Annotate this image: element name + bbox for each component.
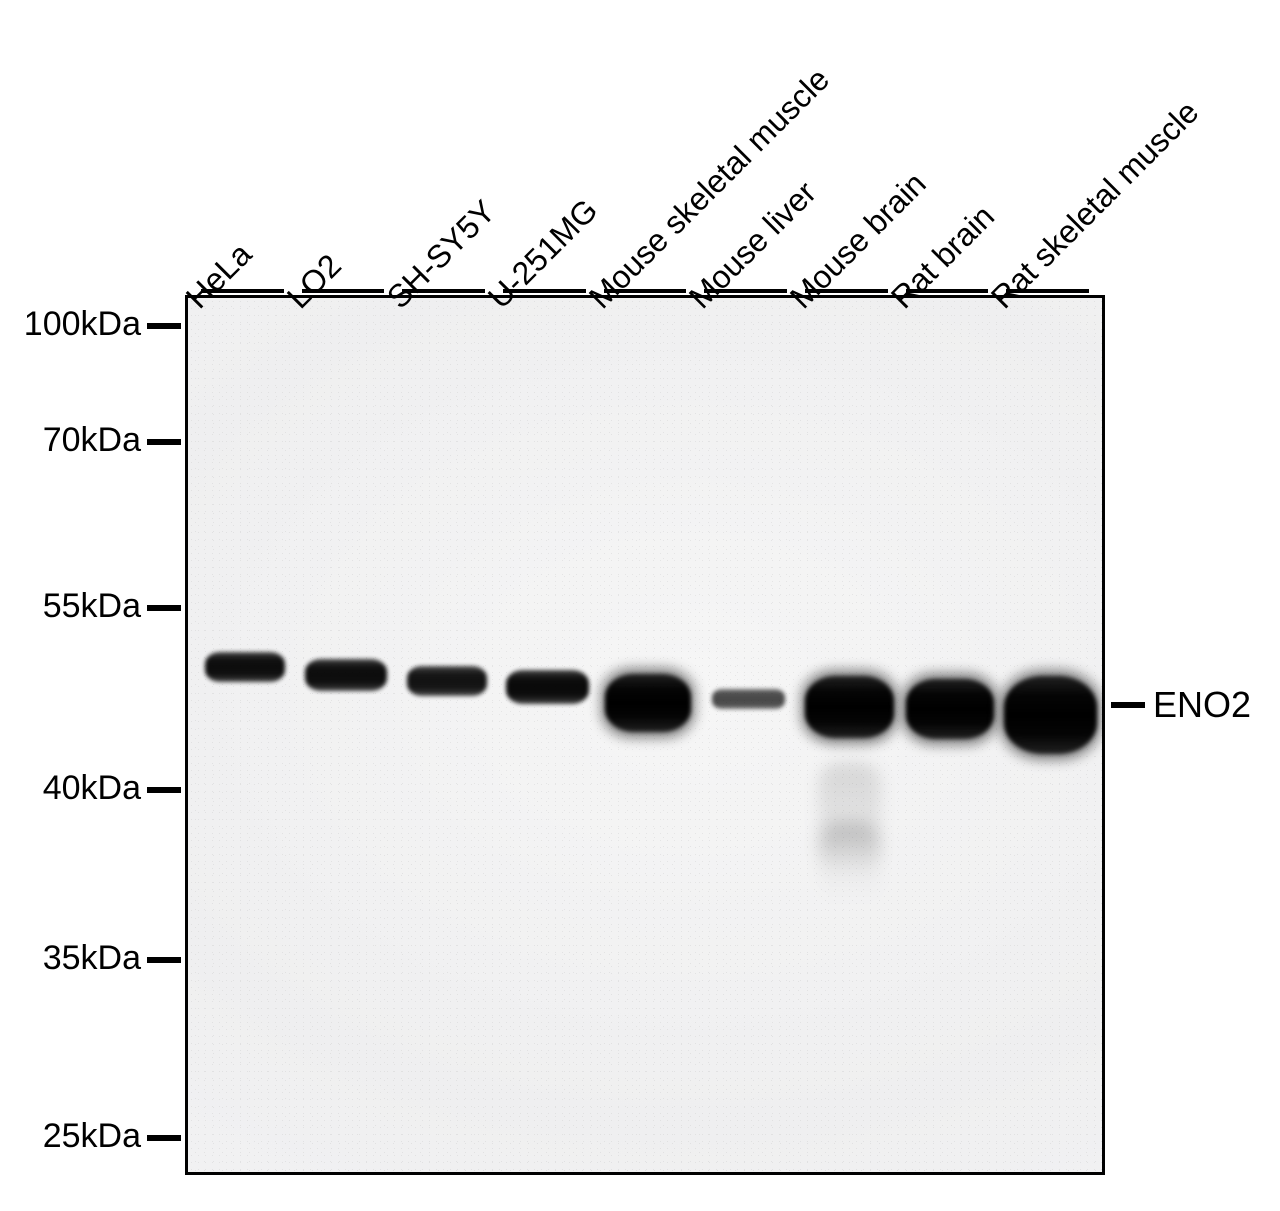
blot-membrane (185, 295, 1105, 1175)
marker-tick (147, 1135, 181, 1141)
marker-label-55kda: 55kDa (43, 587, 141, 626)
target-label-eno2: ENO2 (1153, 684, 1251, 726)
marker-label-35kda: 35kDa (43, 939, 141, 978)
marker-label-70kda: 70kDa (43, 421, 141, 460)
marker-label-100kda: 100kDa (24, 305, 141, 344)
band-lane-rbrain (906, 679, 994, 739)
marker-tick (147, 323, 181, 329)
band-lane-mbrain (805, 676, 893, 738)
band-lane-lo2 (305, 659, 386, 691)
band-lane-msm (605, 674, 692, 732)
marker-tick (147, 605, 181, 611)
smear (819, 823, 880, 873)
band-lane-rsm (1004, 676, 1098, 754)
western-blot-figure: HeLaLO2SH-SY5YU-251MGMouse skeletal musc… (0, 0, 1280, 1211)
marker-tick (147, 957, 181, 963)
marker-tick (147, 439, 181, 445)
target-tick (1111, 702, 1145, 708)
band-lane-u251mg (506, 670, 589, 704)
band-lane-mliver (712, 689, 786, 709)
marker-label-25kda: 25kDa (43, 1117, 141, 1156)
band-lane-hela (205, 652, 285, 682)
marker-tick (147, 787, 181, 793)
marker-label-40kda: 40kDa (43, 769, 141, 808)
lane-rsm-label: Rat skeletal muscle (984, 94, 1206, 316)
band-lane-shsy5y (407, 666, 487, 696)
